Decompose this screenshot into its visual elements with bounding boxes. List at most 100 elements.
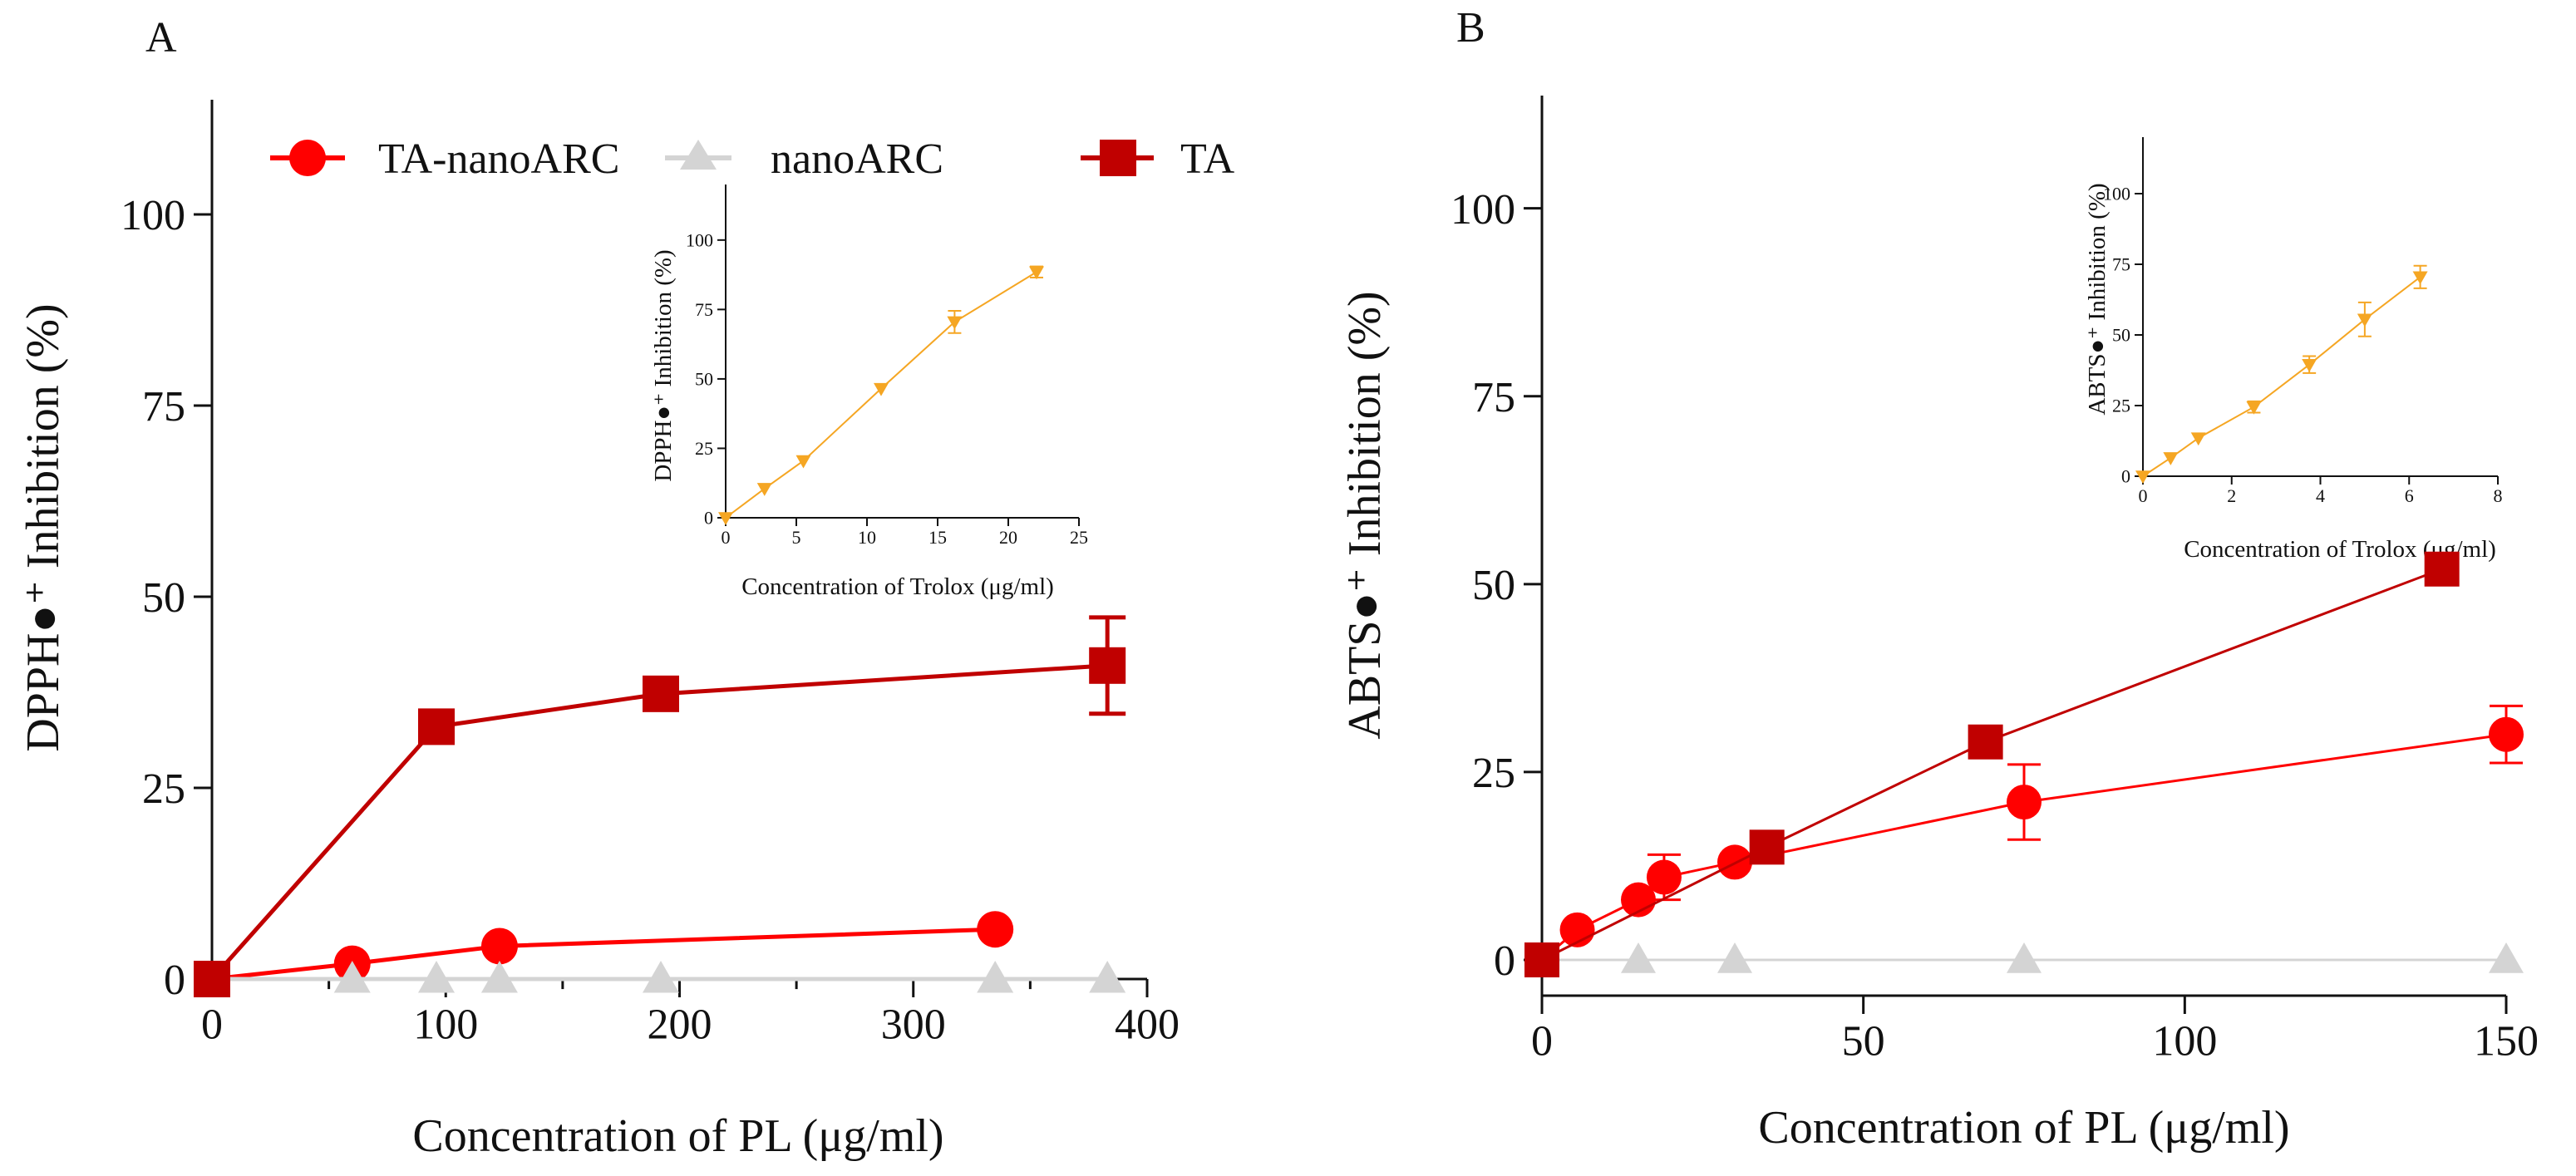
legend-nanoarc-label: nanoARC <box>771 135 943 183</box>
legend-ta-nanoarc-label: TA-nanoARC <box>378 135 619 183</box>
panel-b-series-nanoarc-point <box>1717 942 1752 973</box>
legend-nanoarc-marker <box>680 140 717 170</box>
inset-a-y-axis-title: DPPH●⁺ Inhibition (%) <box>650 249 677 481</box>
inset-a-y-tick-label: 0 <box>704 508 713 529</box>
legend-ta-label: TA <box>1180 135 1235 183</box>
panel-a-series-nanoarc-point <box>1089 961 1126 993</box>
panel-a-series-nanoarc-point <box>480 961 518 993</box>
panel-b-y-tick-label: 75 <box>1472 374 1515 421</box>
legend: TA-nanoARC nanoARC TA <box>270 135 1235 183</box>
panel-b-series-nanoarc-point <box>2007 942 2042 973</box>
panel-b-series-ta-point <box>2424 551 2460 587</box>
panel-b-y-tick-label: 50 <box>1472 562 1515 609</box>
panel-b-series-ta-point <box>1968 724 2003 760</box>
panel-a-x-tick-label: 200 <box>648 1001 712 1048</box>
panel-a-series-ta-point <box>418 708 455 745</box>
panel-a-series-ta-point <box>1089 647 1126 684</box>
panel-b-series-ta-point <box>1749 829 1785 865</box>
panel-a-y-tick-label: 75 <box>142 383 185 431</box>
inset-a-y-tick-label: 25 <box>695 438 713 459</box>
panel-b-series-ta-nanoarc-point <box>1646 859 1682 895</box>
inset-b-y-tick-label: 100 <box>2103 184 2130 204</box>
panel-a-x-tick-label: 400 <box>1115 1001 1180 1048</box>
inset-a-x-tick-label: 20 <box>999 527 1017 548</box>
inset-b-series-trolox-line <box>2142 276 2421 477</box>
panel-b-series-nanoarc-point <box>2489 942 2524 973</box>
inset-b-series-trolox-point <box>2357 313 2372 327</box>
inset-b-x-tick-label: 0 <box>2139 485 2148 506</box>
panel-a-series-ta-nanoarc-point <box>480 928 518 965</box>
inset-b-series-trolox-point <box>2163 452 2179 465</box>
inset-a-x-axis-title: Concentration of Trolox (μg/ml) <box>741 573 1054 600</box>
panel-a-y-tick-label: 25 <box>142 765 185 813</box>
inset-b-series-trolox-point <box>2135 470 2150 484</box>
panel-a-series-ta-nanoarc-line <box>211 927 996 982</box>
panel-b-x-axis-title: Concentration of PL (μg/ml) <box>1758 1102 2289 1154</box>
panel-b-x-tick-label: 50 <box>1842 1017 1885 1065</box>
inset-b-series-trolox-point <box>2190 432 2206 446</box>
inset-a-x-tick-label: 10 <box>858 527 876 548</box>
panel-b-x-tick-label: 0 <box>1531 1017 1553 1065</box>
inset-b-series-trolox-point <box>2246 401 2262 415</box>
panel-b-x-tick-label: 150 <box>2474 1017 2539 1065</box>
panel-b-series-ta-line <box>1541 568 2443 962</box>
inset-b-y-axis-title: ABTS●⁺ Inhibition (%) <box>2084 183 2111 415</box>
legend-ta-nanoarc-marker <box>289 140 326 176</box>
panel-a-x-tick-label: 300 <box>881 1001 946 1048</box>
panel-b-series-ta-nanoarc-point <box>2489 716 2524 752</box>
inset-a-series-trolox-point <box>947 316 963 330</box>
inset-a-series-trolox-point <box>795 455 811 469</box>
panel-a-series-nanoarc-point <box>977 961 1014 993</box>
inset-b-series-trolox-point <box>2412 271 2428 285</box>
inset-b-y-tick-label: 25 <box>2112 396 2130 416</box>
inset-a-x-tick-label: 0 <box>722 527 731 548</box>
panel-a-y-axis-title: DPPH●⁺ Inhibition (%) <box>17 303 69 751</box>
panel-a-y-tick-label: 0 <box>164 957 185 1004</box>
inset-b-series-trolox-point <box>2302 358 2317 372</box>
inset-a-series-trolox-line <box>725 271 1037 519</box>
panel-a-series-ta-nanoarc-point <box>977 911 1014 948</box>
inset-a-y-tick-label: 100 <box>686 230 713 251</box>
inset-b-x-tick-label: 2 <box>2227 485 2236 506</box>
inset-b-y-tick-label: 50 <box>2112 325 2130 346</box>
panel-b-y-axis-title: ABTS●⁺ Inhibition (%) <box>1339 291 1391 739</box>
inset-a-series-trolox-point <box>1029 266 1044 280</box>
panel-a-series-nanoarc-point <box>418 961 455 993</box>
inset-a-x-tick-label: 5 <box>792 527 801 548</box>
inset-a-x-tick-label: 15 <box>928 527 947 548</box>
inset-b-x-tick-label: 4 <box>2316 485 2325 506</box>
panel-a-y-tick-label: 50 <box>142 574 185 622</box>
inset-a-y-tick-label: 50 <box>695 369 713 390</box>
panel-b-series-ta-point <box>1524 942 1559 977</box>
inset-b-y-tick-label: 75 <box>2112 254 2130 275</box>
inset-a-x-tick-label: 25 <box>1070 527 1088 548</box>
inset-a-series-trolox-point <box>874 382 889 396</box>
panel-a-series-ta-point <box>194 961 230 997</box>
panel-a-x-tick-label: 100 <box>413 1001 478 1048</box>
inset-b-x-tick-label: 8 <box>2494 485 2503 506</box>
panel-b-y-tick-label: 0 <box>1494 937 1515 985</box>
panel-b-y-tick-label: 100 <box>1451 186 1515 234</box>
inset-a-series-trolox-point <box>756 483 772 496</box>
inset-b-x-tick-label: 6 <box>2405 485 2414 506</box>
panel-a-series-nanoarc-point <box>333 961 371 993</box>
panel-b-y-tick-label: 25 <box>1472 750 1515 797</box>
legend-ta-marker <box>1100 140 1136 176</box>
panel-label-b: B <box>1456 4 1485 52</box>
inset-b-y-tick-label: 0 <box>2121 466 2130 487</box>
panel-a-x-tick-label: 0 <box>201 1001 223 1048</box>
panel-b-series-nanoarc-point <box>1621 942 1656 973</box>
panel-a-series-ta-point <box>643 675 679 712</box>
panel-label-a: A <box>145 14 177 62</box>
panel-a-series-nanoarc-point <box>643 961 679 993</box>
inset-a-series-trolox-point <box>718 512 733 525</box>
panel-b-series-ta-nanoarc-point <box>2007 785 2042 820</box>
panel-b-x-tick-label: 100 <box>2152 1017 2217 1065</box>
panel-a-x-axis-title: Concentration of PL (μg/ml) <box>412 1110 943 1162</box>
panel-a-y-tick-label: 100 <box>121 192 185 239</box>
panel-a-series-ta-line <box>210 663 1108 981</box>
inset-a-y-tick-label: 75 <box>695 299 713 320</box>
